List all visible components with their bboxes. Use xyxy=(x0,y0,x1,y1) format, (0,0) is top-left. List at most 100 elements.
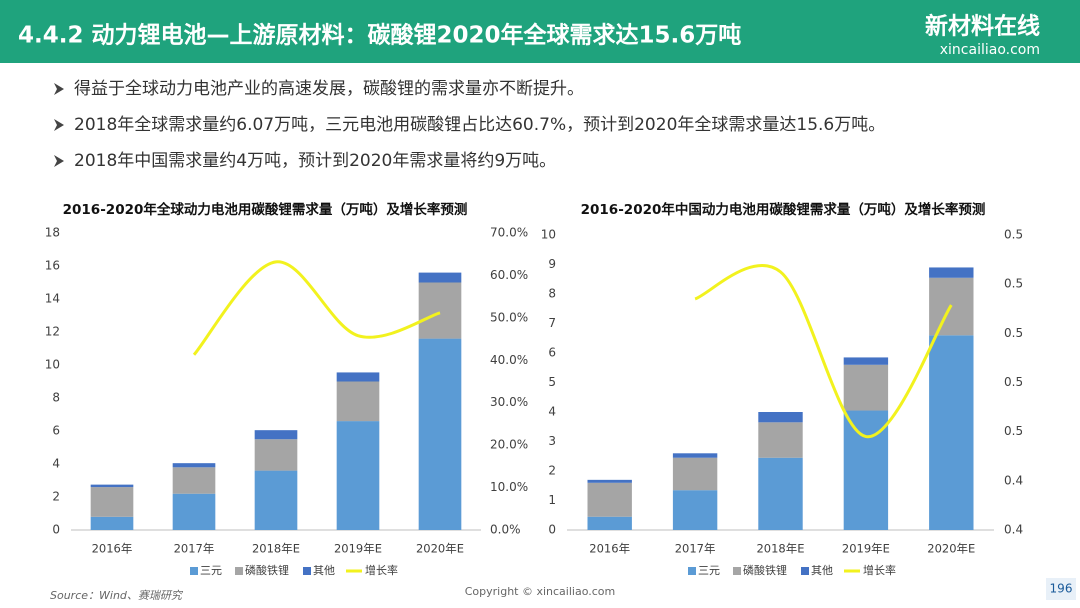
x-tick-label: 2016年 xyxy=(589,542,630,556)
y-tick-label: 10 xyxy=(541,228,556,242)
y2-tick-label: 40.0% xyxy=(490,353,528,367)
y2-tick-label: 30.0% xyxy=(490,395,528,409)
legend-label: 三元 xyxy=(200,564,222,577)
y-tick-label: 8 xyxy=(548,287,556,301)
bar-segment xyxy=(418,338,462,530)
chart-title: 2016-2020年全球动力电池用碳酸锂需求量（万吨）及增长率预测 xyxy=(63,201,468,218)
x-tick-label: 2018年E xyxy=(252,542,300,556)
y-tick-label: 4 xyxy=(52,457,60,471)
bar-segment xyxy=(587,516,632,530)
bar-segment xyxy=(672,490,718,530)
bar-segment xyxy=(254,470,298,530)
y2-tick-label: 60.0% xyxy=(490,268,528,282)
bar-segment xyxy=(843,364,889,411)
header-title: 4.4.2 动力锂电池—上游原材料：碳酸锂2020年全球需求达15.6万吨 xyxy=(18,22,741,49)
growth-line xyxy=(694,263,953,439)
legend-label: 磷酸铁锂 xyxy=(743,563,787,577)
logo: 新材料在线 xyxy=(925,13,1040,40)
y2-tick-label: 0.5 xyxy=(1004,228,1023,242)
y2-tick-label: 0.0% xyxy=(490,523,521,537)
y2-tick-label: 70.0% xyxy=(490,226,528,240)
growth-line xyxy=(192,260,441,356)
y2-tick-label: 10.0% xyxy=(490,480,528,494)
y-tick-label: 16 xyxy=(45,259,60,273)
bar-segment xyxy=(90,516,134,530)
copyright: Copyright © xincailiao.com xyxy=(465,585,616,598)
legend-label: 三元 xyxy=(698,564,720,577)
y2-tick-label: 0.5 xyxy=(1004,277,1023,291)
bullet-icon xyxy=(54,155,64,167)
y-tick-label: 2 xyxy=(52,490,60,504)
bar-segment xyxy=(929,335,974,530)
bar-segment xyxy=(587,482,632,517)
bullet: 得益于全球动力电池产业的高速发展，碳酸锂的需求量亦不断提升。 xyxy=(74,79,584,99)
legend-label: 其他 xyxy=(313,564,335,577)
y-tick-label: 2 xyxy=(548,464,556,478)
header-bar xyxy=(0,0,1080,63)
y-tick-label: 1 xyxy=(548,493,556,507)
y2-tick-label: 0.5 xyxy=(1004,326,1023,340)
bar-segment xyxy=(672,457,718,491)
x-tick-label: 2017年 xyxy=(675,542,716,556)
bar-segment xyxy=(172,467,216,494)
y-tick-label: 8 xyxy=(52,391,60,405)
bar-segment xyxy=(418,282,462,339)
bullet-icon xyxy=(54,119,64,131)
y2-tick-label: 0.5 xyxy=(1004,424,1023,438)
y-tick-label: 9 xyxy=(548,257,556,271)
y2-tick-label: 0.5 xyxy=(1004,375,1023,389)
x-tick-label: 2019年E xyxy=(842,542,890,556)
bar-segment xyxy=(929,267,974,278)
x-tick-label: 2016年 xyxy=(92,542,133,556)
chart-title: 2016-2020年中国动力电池用碳酸锂需求量（万吨）及增长率预测 xyxy=(581,201,986,218)
bullet-icon xyxy=(54,83,64,95)
bar-segment xyxy=(843,357,889,365)
y-tick-label: 6 xyxy=(548,346,556,360)
bar-segment xyxy=(336,381,380,422)
bar-segment xyxy=(336,372,380,382)
legend-label: 增长率 xyxy=(863,563,896,577)
x-tick-label: 2020年E xyxy=(416,542,464,556)
y-tick-label: 4 xyxy=(548,405,556,419)
bar-segment xyxy=(254,430,298,440)
bar-segment xyxy=(336,421,380,530)
bar-segment xyxy=(90,487,134,517)
bar-segment xyxy=(254,439,298,471)
x-tick-label: 2017年 xyxy=(174,542,215,556)
legend-swatch xyxy=(190,567,198,575)
y-tick-label: 0 xyxy=(52,523,60,537)
y-tick-label: 14 xyxy=(45,292,60,306)
bar-segment xyxy=(758,457,803,530)
page-badge xyxy=(1046,578,1076,600)
y-tick-label: 7 xyxy=(548,316,556,330)
legend-swatch xyxy=(688,567,696,575)
x-tick-label: 2018年E xyxy=(756,542,804,556)
bullet: 2018年全球需求量约6.07万吨，三元电池用碳酸锂占比达60.7%，预计到20… xyxy=(74,115,885,135)
bar-segment xyxy=(90,484,134,488)
legend-swatch xyxy=(801,567,809,575)
y2-tick-label: 20.0% xyxy=(490,438,528,452)
bullet-list: 得益于全球动力电池产业的高速发展，碳酸锂的需求量亦不断提升。 2018年全球需求… xyxy=(54,79,885,171)
bar-segment xyxy=(758,412,803,423)
y-tick-label: 5 xyxy=(548,375,556,389)
y2-tick-label: 0.4 xyxy=(1004,473,1023,487)
y2-tick-label: 50.0% xyxy=(490,310,528,324)
x-tick-label: 2019年E xyxy=(334,542,382,556)
x-tick-label: 2020年E xyxy=(927,542,975,556)
bar-segment xyxy=(587,479,632,483)
bar-segment xyxy=(172,493,216,530)
legend-swatch xyxy=(303,567,311,575)
page-number: 196 xyxy=(1050,582,1073,596)
legend-label: 磷酸铁锂 xyxy=(245,563,289,577)
y2-tick-label: 0.4 xyxy=(1004,523,1023,537)
y-tick-label: 12 xyxy=(45,325,60,339)
bullet: 2018年中国需求量约4万吨，预计到2020年需求量将约9万吨。 xyxy=(74,151,556,171)
legend-label: 增长率 xyxy=(365,563,398,577)
source: Source：Wind、赛瑞研究 xyxy=(50,589,184,602)
legend-label: 其他 xyxy=(811,564,833,577)
bar-segment xyxy=(672,453,718,458)
bar-segment xyxy=(758,422,803,458)
bar-segment xyxy=(418,272,462,283)
legend-swatch xyxy=(235,567,243,575)
